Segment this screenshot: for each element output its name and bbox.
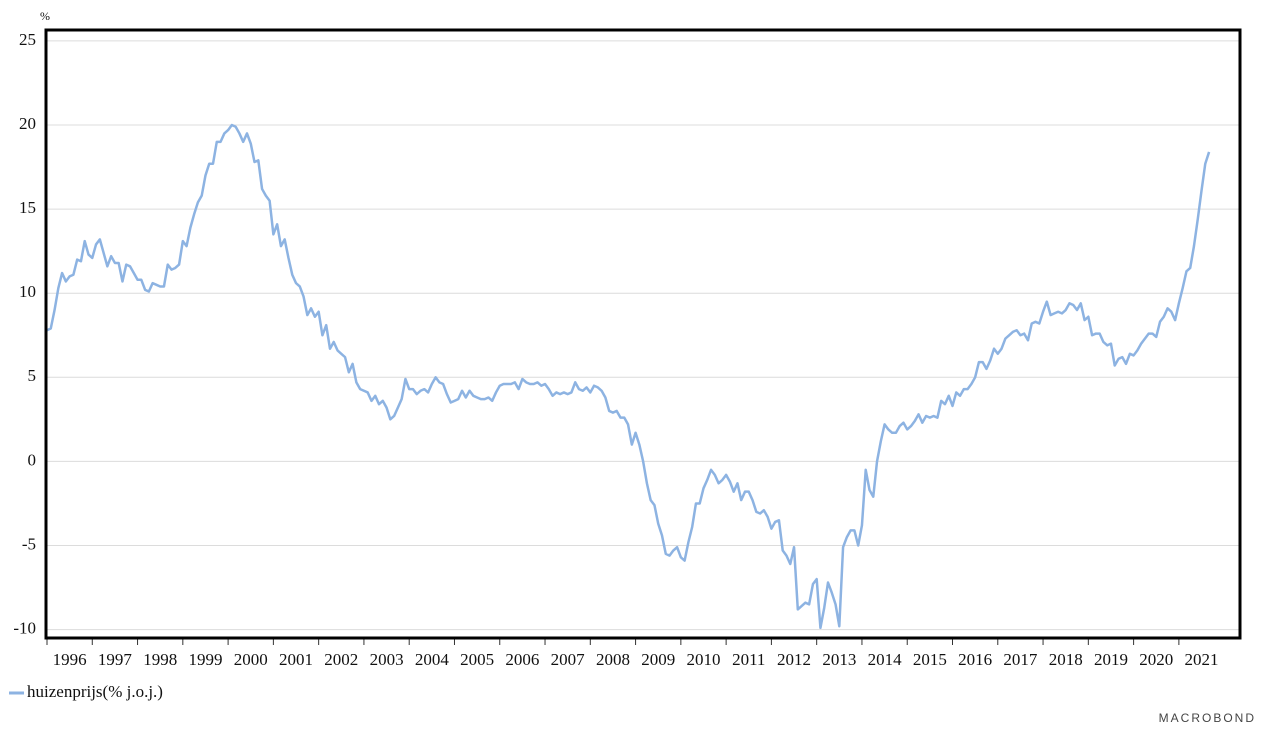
x-tick-label: 1999 [188, 650, 222, 669]
brand: MACROBOND [1159, 711, 1256, 725]
x-tick-label: 2020 [1139, 650, 1173, 669]
plot-frame [44, 28, 1242, 640]
legend-label: huizenprijs(% j.o.j.) [27, 682, 163, 701]
x-tick-label: 2010 [686, 650, 720, 669]
y-tick-label: 25 [19, 30, 36, 49]
x-tick-label: 2009 [641, 650, 675, 669]
x-tick-label: 2021 [1185, 650, 1219, 669]
x-tick-label: 1996 [53, 650, 87, 669]
data-line [46, 123, 1211, 630]
x-tick-label: 2018 [1049, 650, 1083, 669]
x-tick-label: 2013 [822, 650, 856, 669]
y-tick-label: 20 [19, 114, 36, 133]
y-tick-label: 15 [19, 198, 36, 217]
x-tick-label: 2012 [777, 650, 811, 669]
x-tick-label: 2008 [596, 650, 630, 669]
x-tick-label: 2007 [551, 650, 586, 669]
y-tick-label: 0 [28, 450, 37, 469]
y-tick-label: -5 [22, 534, 36, 553]
x-tick-label: 2005 [460, 650, 494, 669]
y-tick-label: 5 [28, 366, 37, 385]
x-tick-label: 2015 [913, 650, 947, 669]
x-tick-label: 2011 [732, 650, 765, 669]
x-tick-label: 2003 [370, 650, 404, 669]
x-tick-label: 2017 [1003, 650, 1038, 669]
x-tick-label: 1997 [98, 650, 133, 669]
x-tick-label: 2006 [505, 650, 539, 669]
y-tick-label: 10 [19, 282, 36, 301]
x-tick-label: 2016 [958, 650, 992, 669]
x-tick-label: 2000 [234, 650, 268, 669]
x-tick-label: 2001 [279, 650, 313, 669]
x-tick-label: 1998 [143, 650, 177, 669]
y-tick-label: -10 [13, 618, 36, 637]
y-unit: % [40, 9, 50, 23]
x-tick-label: 2004 [415, 650, 450, 669]
x-tick-label: 2002 [324, 650, 358, 669]
x-tick-label: 2019 [1094, 650, 1128, 669]
x-tick-label: 2014 [868, 650, 903, 669]
